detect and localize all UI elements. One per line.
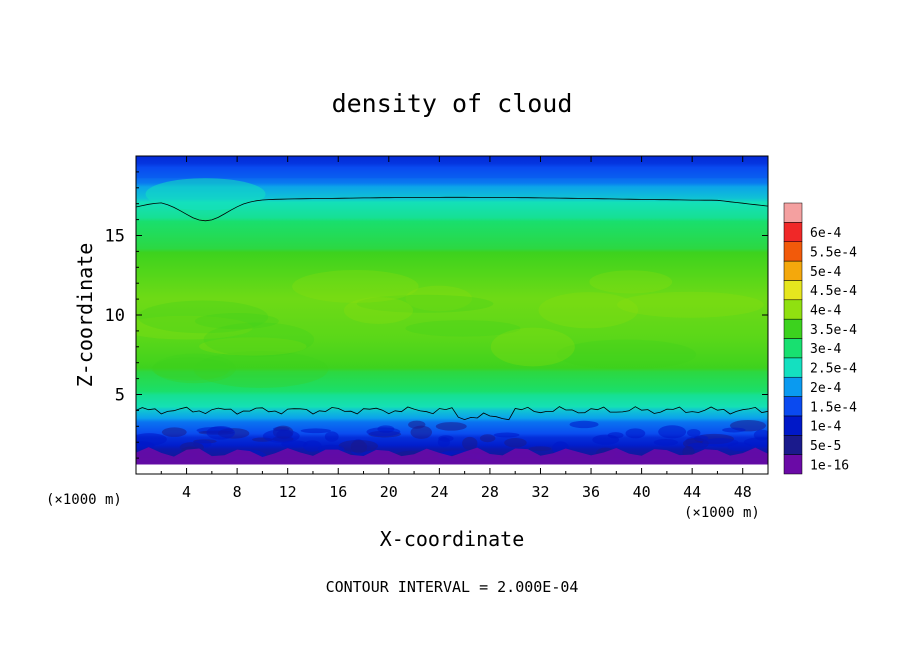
colorbar-label: 1e-16 xyxy=(810,458,849,473)
colorbar-swatch xyxy=(783,318,803,339)
colorbar-label: 3.5e-4 xyxy=(810,323,857,338)
z-tick-label: 10 xyxy=(105,306,125,326)
contour-line-lower xyxy=(136,406,768,421)
z-tick-label: 15 xyxy=(105,227,125,247)
colorbar-swatch xyxy=(783,260,803,281)
x-axis-title: X-coordinate xyxy=(380,527,525,551)
colorbar-label: 3e-4 xyxy=(810,342,841,357)
x-tick-label: 4 xyxy=(182,483,191,501)
colorbar-label: 1e-4 xyxy=(810,420,841,435)
colorbar-swatch xyxy=(783,415,803,436)
colorbar: 1e-16 5e-5 1e-4 1.5e-4 2e-4 2.5e-4 3e-4 3.5e-4 4… xyxy=(783,202,857,475)
z-axis: 5 10 15 xyxy=(105,171,768,459)
contour-line-upper xyxy=(136,196,768,222)
chart-title: density of cloud xyxy=(332,89,573,118)
colorbar-label: 2.5e-4 xyxy=(810,362,857,377)
colorbar-swatch xyxy=(783,396,803,417)
x-tick-label: 48 xyxy=(734,483,752,501)
colorbar-label: 4e-4 xyxy=(810,303,841,318)
x-unit-label: (×1000 m) xyxy=(46,492,122,508)
plot-area xyxy=(136,156,768,474)
colorbar-label: 5e-4 xyxy=(810,265,841,280)
colorbar-swatch xyxy=(783,241,803,262)
colorbar-swatch xyxy=(783,435,803,455)
colorbar-label: 2e-4 xyxy=(810,381,841,396)
x-tick-label: 28 xyxy=(481,483,499,501)
colorbar-swatch xyxy=(783,357,803,378)
colorbar-swatch xyxy=(783,202,803,223)
field-variations xyxy=(136,156,768,465)
x-axis: 4 8 12 16 20 24 28 32 36 40 44 48 xyxy=(160,156,752,501)
x-tick-label: 20 xyxy=(380,483,398,501)
x-tick-label: 8 xyxy=(233,483,242,501)
x-tick-label: 16 xyxy=(329,483,347,501)
colorbar-label: 4.5e-4 xyxy=(810,284,857,299)
y-axis-title: Z-coordinate xyxy=(73,243,97,388)
x-tick-label: 24 xyxy=(430,483,448,501)
colorbar-swatch xyxy=(783,299,803,320)
colorbar-swatch xyxy=(783,454,803,475)
density-field xyxy=(136,156,768,465)
colorbar-swatch xyxy=(783,376,803,397)
colorbar-swatch xyxy=(783,222,803,242)
x-tick-label: 32 xyxy=(531,483,549,501)
colorbar-label: 5.5e-4 xyxy=(810,245,857,260)
x-tick-label: 36 xyxy=(582,483,600,501)
x-tick-label: 40 xyxy=(633,483,651,501)
z-unit-label: (×1000 m) xyxy=(684,505,760,521)
colorbar-label: 1.5e-4 xyxy=(810,400,857,415)
x-tick-label: 44 xyxy=(683,483,701,501)
colorbar-label: 6e-4 xyxy=(810,226,841,241)
colorbar-swatch xyxy=(783,280,803,301)
z-tick-label: 5 xyxy=(115,386,125,406)
contour-interval-note: CONTOUR INTERVAL = 2.000E-04 xyxy=(326,578,579,596)
colorbar-label: 5e-5 xyxy=(810,439,841,454)
colorbar-swatch xyxy=(783,338,803,359)
x-tick-label: 12 xyxy=(279,483,297,501)
